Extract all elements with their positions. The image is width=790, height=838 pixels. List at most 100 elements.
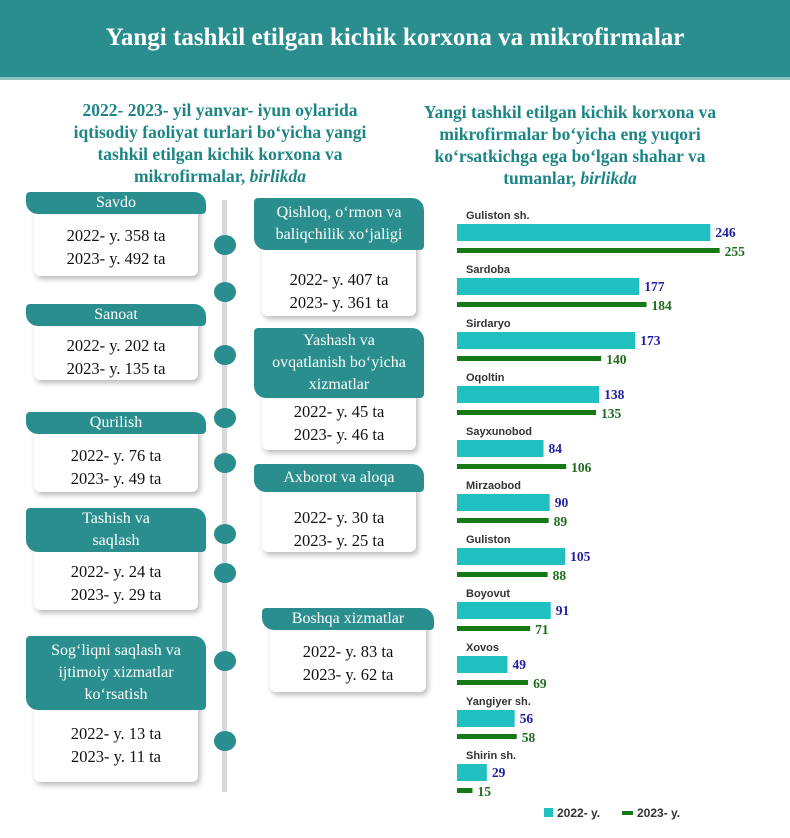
left-heading-line: 2022- 2023- yil yanvar- iyun oylarida [82, 100, 358, 120]
category-label: Boyovut [466, 588, 510, 600]
activity-card-yashash: Yashash va ovqatlanish bo‘yicha xizmatla… [254, 328, 424, 450]
right-heading-unit: birlikda [580, 168, 637, 188]
bar-2022 [457, 440, 544, 457]
right-heading-line: Yangi tashkil etilgan kichik korxona va [423, 102, 717, 122]
value-2023: 2023- y. 25 ta [293, 531, 385, 550]
value-2022: 2022- y. 83 ta [302, 642, 394, 661]
timeline-dot [214, 453, 236, 473]
activity-card-title: Qishloq, o‘rmon va baliqchilik xo‘jaligi [254, 198, 424, 250]
bar-2022 [457, 548, 566, 565]
data-label-2023: 106 [571, 460, 592, 475]
activity-card-title: Savdo [26, 192, 206, 214]
activity-title-line: baliqchilik xo‘jaligi [275, 226, 403, 243]
bar-2023 [457, 464, 567, 469]
value-2023: 2023- y. 29 ta [70, 585, 162, 604]
value-2022: 2022- y. 45 ta [293, 402, 385, 421]
page-title: Yangi tashkil etilgan kichik korxona va … [105, 24, 685, 51]
data-label-2023: 58 [522, 730, 536, 745]
bar-2022 [457, 764, 487, 781]
bar-2022 [457, 656, 508, 673]
data-label-2022: 49 [512, 657, 526, 672]
data-label-2022: 90 [555, 495, 569, 510]
category-label: Sirdaryo [466, 318, 511, 330]
legend-label-2023: 2023- y. [637, 806, 680, 820]
bar-2023 [457, 680, 529, 685]
category-label: Sardoba [466, 264, 511, 276]
activity-values: 2022- y. 13 ta 2023- y. 11 ta [34, 722, 198, 768]
left-heading-unit: birlikda [249, 166, 307, 186]
data-label-2023: 184 [652, 298, 673, 313]
activity-card-qishloq: Qishloq, o‘rmon va baliqchilik xo‘jaligi… [254, 198, 424, 316]
bar-2023 [457, 410, 597, 415]
value-2022: 2022- y. 24 ta [70, 562, 162, 581]
value-2022: 2022- y. 13 ta [70, 724, 162, 743]
right-heading-line: tumanlar, [503, 168, 576, 188]
activity-card-title: Yashash va ovqatlanish bo‘yicha xizmatla… [254, 328, 424, 398]
value-2022: 2022- y. 407 ta [289, 270, 389, 289]
activity-card-title: Qurilish [26, 412, 206, 434]
value-2023: 2023- y. 135 ta [66, 359, 166, 378]
activity-title-line: Qishloq, o‘rmon va [276, 204, 402, 221]
activity-title-line: xizmatlar [308, 376, 370, 393]
data-label-2023: 140 [606, 352, 627, 367]
activity-title-line: Tashish va [82, 510, 150, 527]
value-2022: 2022- y. 30 ta [293, 508, 385, 527]
header-banner: Yangi tashkil etilgan kichik korxona va … [0, 0, 790, 80]
timeline-dot [214, 235, 236, 255]
activity-card-title: Sanoat [26, 304, 206, 326]
data-label-2022: 56 [520, 711, 534, 726]
category-label: Oqoltin [466, 372, 505, 384]
activity-card-title: Axborot va aloqa [254, 464, 424, 492]
data-label-2022: 91 [556, 603, 570, 618]
timeline-dot [214, 563, 236, 583]
activity-card-title: Sog‘liqni saqlash va ijtimoiy xizmatlar … [26, 636, 206, 710]
activity-title-line: saqlash [92, 532, 140, 549]
category-label: Guliston sh. [466, 210, 530, 222]
activity-values: 2022- y. 407 ta 2023- y. 361 ta [262, 268, 416, 314]
right-heading-line: mikrofirmalar bo‘yicha eng yuqori [439, 124, 701, 144]
bar-2023 [457, 302, 647, 307]
data-label-2022: 105 [570, 549, 591, 564]
activity-values: 2022- y. 76 ta 2023- y. 49 ta [34, 444, 198, 490]
bar-2023 [457, 248, 720, 253]
left-heading: 2022- 2023- yil yanvar- iyun oylarida iq… [40, 99, 400, 187]
timeline-dot [214, 731, 236, 751]
activity-card-axborot: Axborot va aloqa 2022- y. 30 ta 2023- y.… [254, 464, 424, 552]
data-label-2022: 177 [644, 279, 665, 294]
data-label-2022: 173 [640, 333, 661, 348]
activity-title-line: Savdo [96, 194, 136, 211]
activity-card-boshqa: Boshqa xizmatlar 2022- y. 83 ta 2023- y.… [262, 608, 434, 692]
bar-2022 [457, 278, 640, 295]
bar-2023 [457, 734, 517, 739]
activity-title-line: Sanoat [94, 306, 138, 323]
data-label-2023: 71 [535, 622, 549, 637]
bar-2023 [457, 518, 549, 523]
timeline-dot [214, 408, 236, 428]
activity-values: 2022- y. 45 ta 2023- y. 46 ta [262, 400, 416, 446]
category-label: Sayxunobod [466, 426, 532, 438]
data-label-2022: 246 [715, 225, 736, 240]
timeline-dot [214, 651, 236, 671]
data-label-2022: 138 [604, 387, 625, 402]
bar-2022 [457, 602, 551, 619]
timeline-dot [214, 524, 236, 544]
value-2022: 2022- y. 202 ta [66, 336, 166, 355]
bar-2023 [457, 788, 473, 793]
bar-2023 [457, 572, 548, 577]
data-label-2023: 88 [553, 568, 567, 583]
value-2022: 2022- y. 76 ta [70, 446, 162, 465]
data-label-2023: 89 [554, 514, 568, 529]
category-label: Yangiyer sh. [466, 696, 531, 708]
data-label-2022: 29 [492, 765, 506, 780]
value-2023: 2023- y. 46 ta [293, 425, 385, 444]
category-label: Guliston [466, 534, 511, 546]
value-2023: 2023- y. 492 ta [66, 249, 166, 268]
left-heading-line: iqtisodiy faoliyat turlari bo‘yicha yang… [73, 122, 367, 142]
activity-values: 2022- y. 24 ta 2023- y. 29 ta [34, 560, 198, 606]
data-label-2023: 255 [725, 244, 746, 259]
activity-values: 2022- y. 83 ta 2023- y. 62 ta [270, 640, 426, 686]
activity-card-qurilish: Qurilish 2022- y. 76 ta 2023- y. 49 ta [26, 412, 206, 492]
bar-2022 [457, 494, 550, 511]
activity-title-line: Axborot va aloqa [283, 469, 395, 486]
